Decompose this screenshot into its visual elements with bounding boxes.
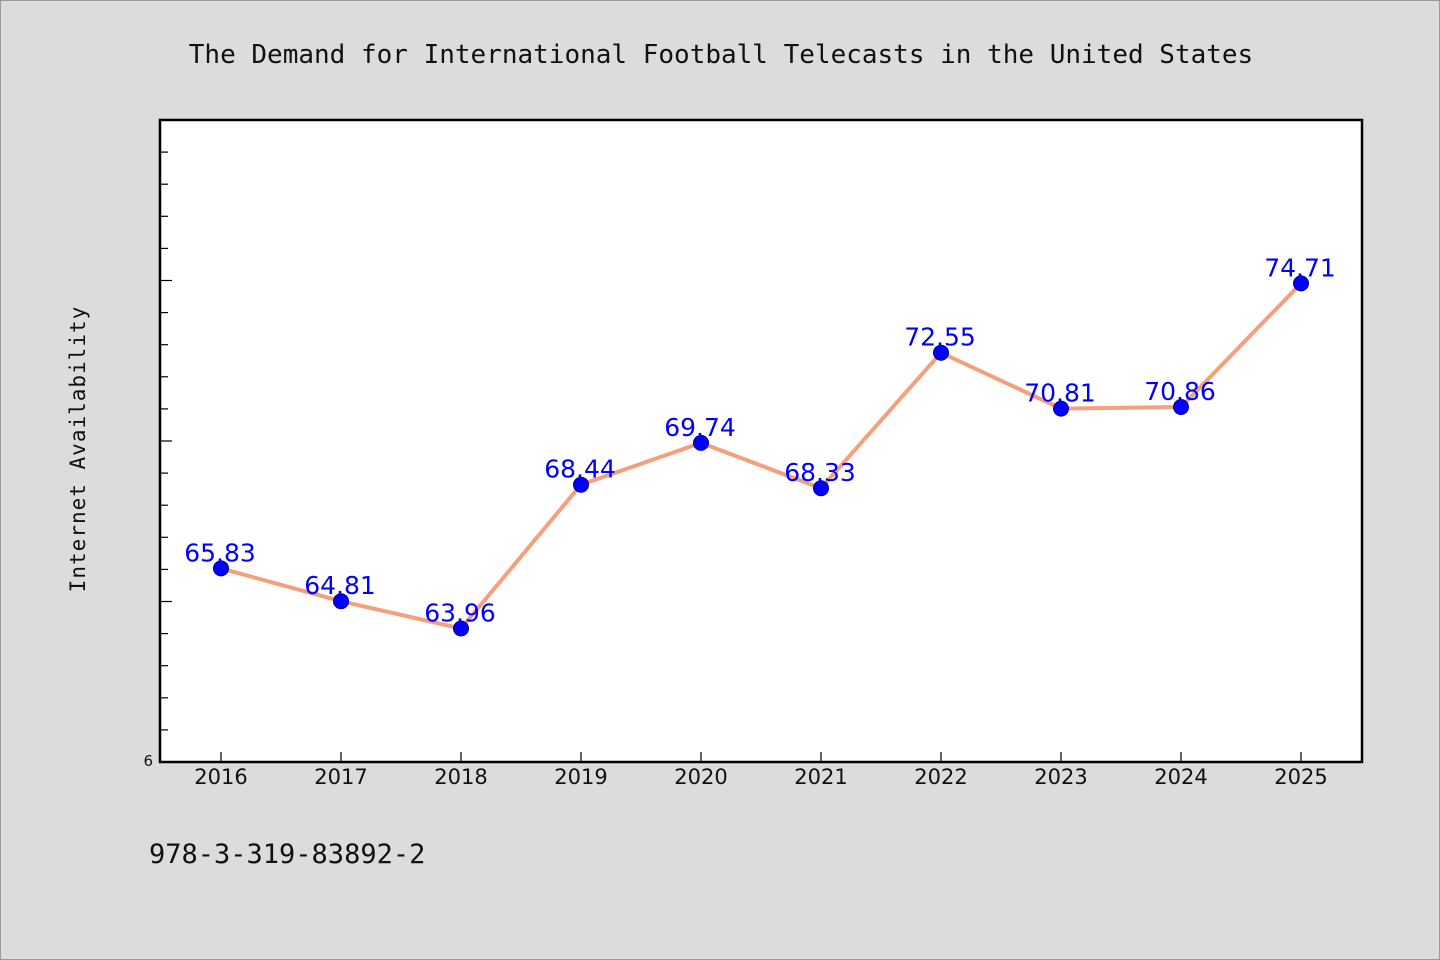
data-point [1293, 275, 1309, 292]
data-labels: 65.83 64.81 63.96 68.44 69.74 68.33 72.55 70.81… [184, 253, 1336, 627]
x-tick-label: 2025 [1274, 765, 1327, 789]
data-label: 70.86 [1144, 377, 1216, 406]
data-label: 68.44 [544, 455, 616, 484]
x-tick-label: 2017 [314, 765, 367, 789]
footer-isbn: 978-3-319-83892-2 [149, 839, 425, 870]
series-line [220, 282, 1303, 631]
y-axis-label: Internet Availability [66, 306, 90, 593]
data-label: 69.74 [664, 413, 736, 442]
data-point [813, 480, 829, 497]
x-axis-ticks [220, 752, 1302, 762]
data-point [933, 344, 949, 361]
data-label: 65.83 [184, 538, 256, 567]
data-label: 74.71 [1264, 253, 1336, 282]
x-axis-tick-labels: 2016 2017 2018 2019 2020 2021 2022 2023 2024 2025 [194, 765, 1327, 789]
data-label: 72.55 [904, 323, 976, 352]
data-label: 64.81 [304, 571, 376, 600]
x-tick-label: 2021 [794, 765, 847, 789]
data-markers [213, 275, 1309, 637]
data-label: 70.81 [1024, 379, 1096, 408]
plot-area [158, 118, 1364, 764]
data-point [213, 560, 229, 577]
data-label: 68.33 [784, 458, 856, 487]
x-tick-label: 2020 [674, 765, 727, 789]
data-point [333, 593, 349, 610]
data-point [1173, 399, 1189, 415]
data-point [693, 434, 709, 451]
x-tick-label: 2018 [434, 765, 487, 789]
x-tick-label: 2022 [914, 765, 967, 789]
chart-title: The Demand for International Football Te… [189, 40, 1253, 70]
y-tick-label: 6 [143, 752, 153, 770]
data-point [1053, 400, 1069, 417]
x-tick-label: 2016 [194, 765, 247, 789]
x-tick-label: 2019 [554, 765, 607, 789]
x-tick-label: 2024 [1154, 765, 1207, 789]
y-axis-ticks [160, 151, 172, 763]
data-point [453, 620, 469, 637]
x-tick-label: 2023 [1034, 765, 1087, 789]
data-point [573, 476, 589, 493]
data-label: 63.96 [424, 599, 496, 628]
